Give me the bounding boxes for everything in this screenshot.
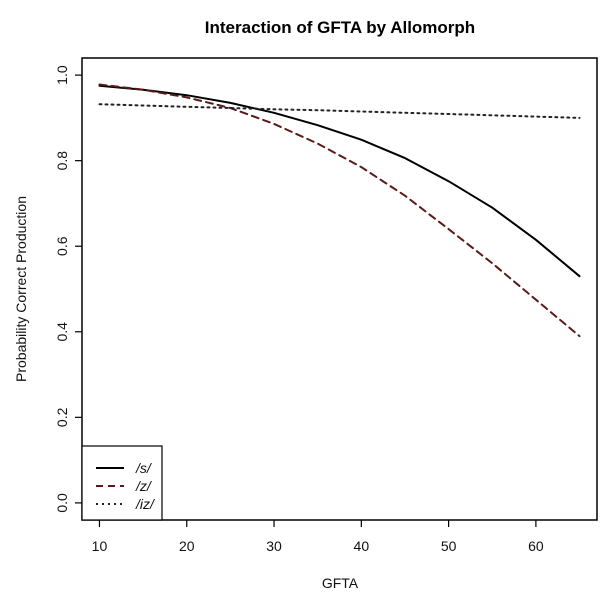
legend-label: /iz/	[135, 496, 156, 512]
x-tick-label: 40	[354, 538, 370, 554]
series-line-0	[98, 84, 581, 278]
series-line-2	[98, 103, 581, 119]
y-tick-label: 0.2	[54, 407, 70, 427]
y-tick-label: 0.0	[54, 493, 70, 513]
y-tick-label: 0.4	[54, 322, 70, 342]
legend-box	[81, 445, 163, 521]
x-tick-label: 30	[266, 538, 282, 554]
legend: /s/ /z/ /iz/	[81, 445, 163, 521]
x-axis-label: GFTA	[322, 575, 359, 591]
chart-title: Interaction of GFTA by Allomorph	[205, 18, 475, 37]
plot-frame	[81, 57, 598, 521]
x-tick-label: 50	[441, 538, 457, 554]
y-tick-label: 1.0	[54, 65, 70, 85]
series-line-1	[98, 83, 581, 338]
x-tick-label: 10	[92, 538, 108, 554]
x-tick-label: 20	[179, 538, 195, 554]
y-axis: 0.0 0.2 0.4 0.6 0.8 1.0	[54, 65, 82, 513]
legend-label: /z/	[135, 478, 153, 494]
y-axis-label: Probability Correct Production	[13, 196, 29, 382]
x-tick-label: 60	[528, 538, 544, 554]
series-lines	[98, 83, 581, 338]
y-tick-label: 0.6	[54, 236, 70, 256]
legend-label: /s/	[135, 460, 153, 476]
x-axis: 10 20 30 40 50 60	[92, 520, 544, 554]
y-tick-label: 0.8	[54, 151, 70, 171]
